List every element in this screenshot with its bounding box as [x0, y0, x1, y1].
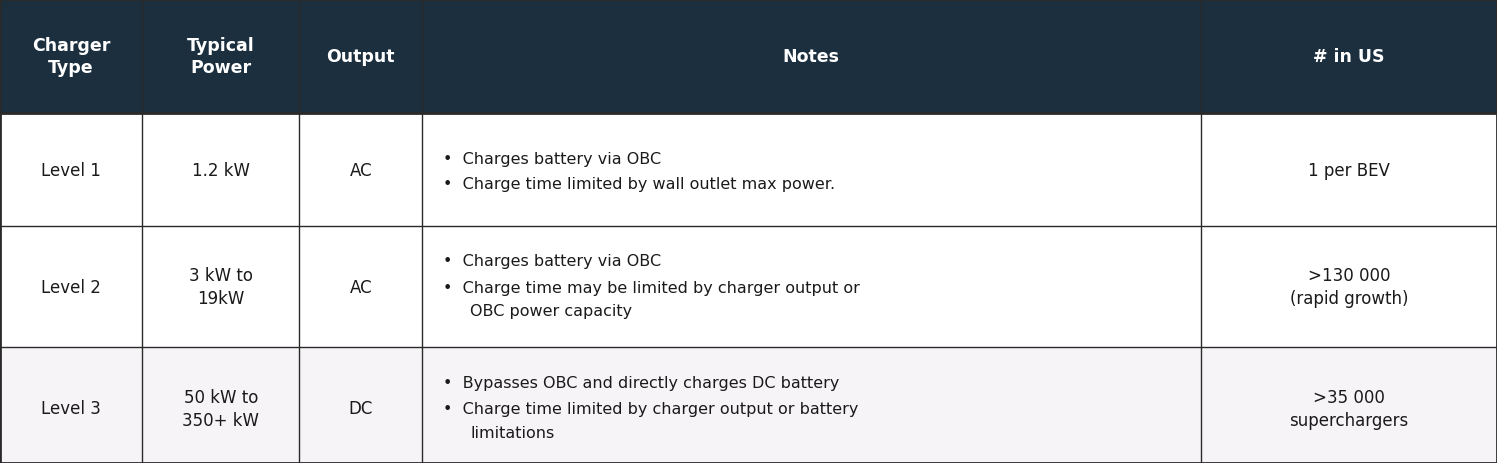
Text: Notes: Notes [783, 48, 840, 66]
Text: limitations: limitations [470, 425, 554, 440]
Bar [0, 113, 142, 227]
Text: •  Charges battery via OBC: • Charges battery via OBC [443, 151, 662, 167]
Text: # in US: # in US [1313, 48, 1385, 66]
Bar [299, 347, 422, 463]
Bar [0, 347, 142, 463]
Text: >35 000
superchargers: >35 000 superchargers [1289, 388, 1409, 429]
Text: AC: AC [349, 161, 373, 179]
Text: AC: AC [349, 278, 373, 296]
Text: •  Charges battery via OBC: • Charges battery via OBC [443, 253, 662, 269]
Bar [0, 227, 142, 347]
Bar [0, 0, 142, 113]
Bar [299, 227, 422, 347]
Text: •  Charge time limited by wall outlet max power.: • Charge time limited by wall outlet max… [443, 177, 835, 192]
Bar [299, 113, 422, 227]
Text: Charger
Type: Charger Type [31, 37, 111, 77]
Bar [299, 0, 422, 113]
Text: 3 kW to
19kW: 3 kW to 19kW [189, 266, 253, 308]
Text: Level 1: Level 1 [42, 161, 100, 179]
Text: •  Charge time may be limited by charger output or: • Charge time may be limited by charger … [443, 280, 859, 295]
Text: 50 kW to
350+ kW: 50 kW to 350+ kW [183, 388, 259, 429]
Text: 1 per BEV: 1 per BEV [1308, 161, 1389, 179]
Text: Level 2: Level 2 [42, 278, 100, 296]
Text: >130 000
(rapid growth): >130 000 (rapid growth) [1289, 266, 1409, 308]
Text: DC: DC [349, 400, 373, 418]
Text: •  Charge time limited by charger output or battery: • Charge time limited by charger output … [443, 401, 858, 417]
Text: OBC power capacity: OBC power capacity [470, 303, 632, 319]
Text: 1.2 kW: 1.2 kW [192, 161, 250, 179]
Text: Level 3: Level 3 [42, 400, 100, 418]
Text: Output: Output [326, 48, 395, 66]
Text: •  Bypasses OBC and directly charges DC battery: • Bypasses OBC and directly charges DC b… [443, 375, 840, 390]
Text: Typical
Power: Typical Power [187, 37, 254, 77]
